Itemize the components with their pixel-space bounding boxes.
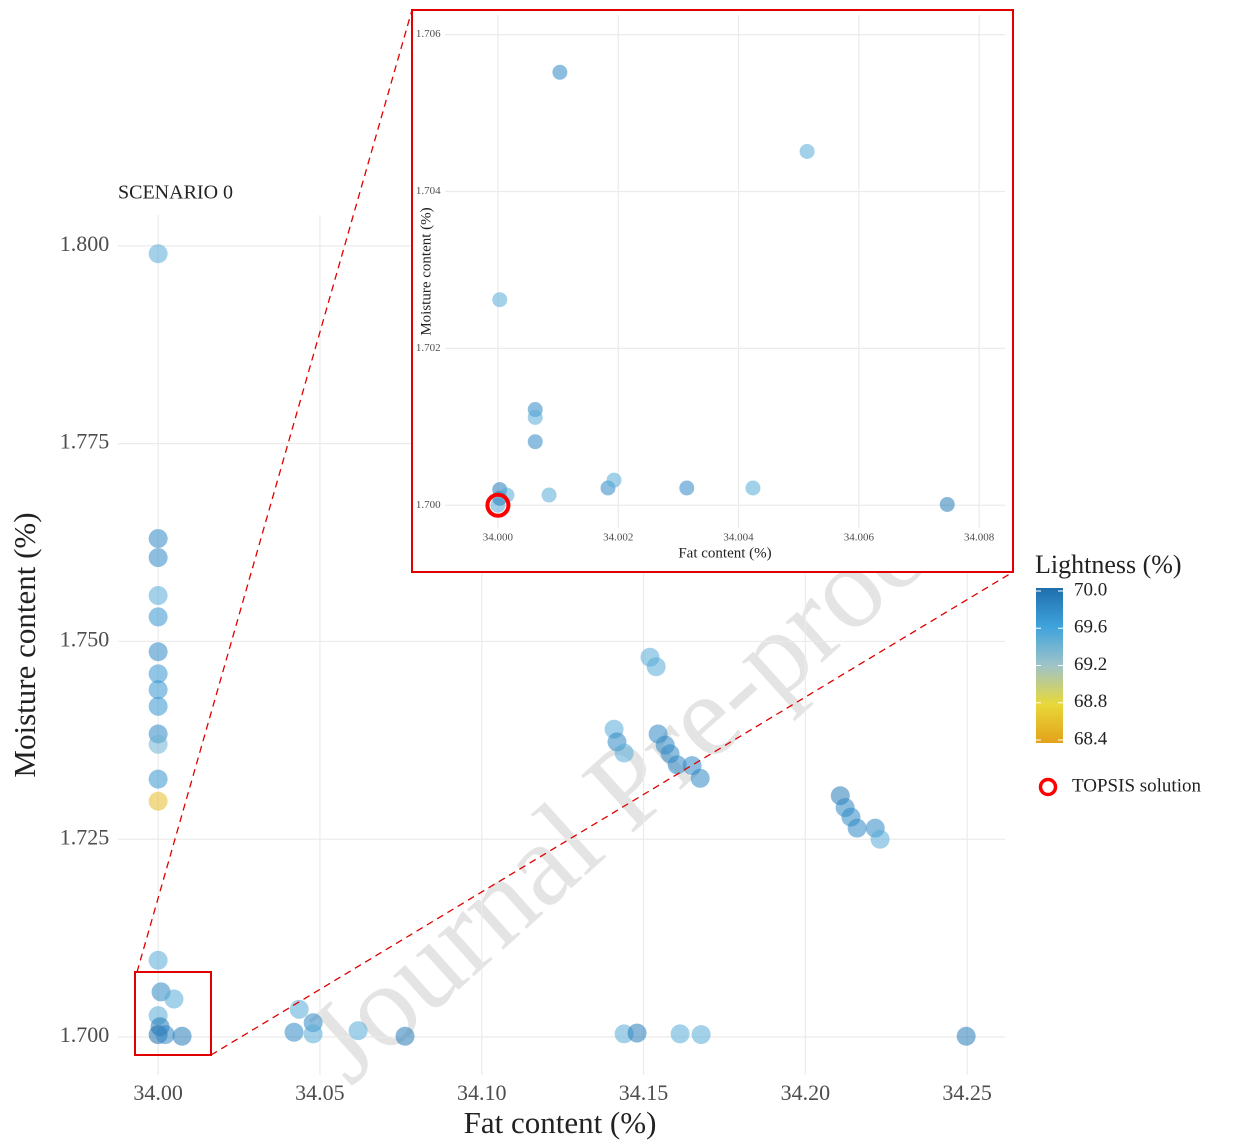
x-tick-label: 34.10 — [457, 1080, 507, 1105]
point — [164, 989, 184, 1009]
x-tick-label: 34.25 — [942, 1080, 992, 1105]
y-tick-label: 1.700 — [416, 499, 441, 511]
x-tick-label: 34.008 — [964, 531, 995, 543]
y-axis-label: Moisture content (%) — [7, 512, 42, 777]
y-tick-label: 1.704 — [416, 185, 441, 197]
y-tick-label: 1.750 — [60, 626, 110, 651]
zoom-connector — [136, 9, 413, 973]
point — [492, 292, 508, 308]
point — [956, 1026, 976, 1046]
y-tick-label: 1.725 — [60, 824, 110, 849]
y-tick-label: 1.775 — [60, 429, 110, 454]
legend-label: TOPSIS solution — [1072, 775, 1201, 796]
zoom-connector — [210, 571, 1014, 1056]
point — [148, 607, 168, 627]
point — [148, 529, 168, 549]
point — [148, 642, 168, 662]
colorbar-tick-label: 69.6 — [1074, 617, 1107, 638]
y-tick-label: 1.700 — [60, 1022, 110, 1047]
point — [499, 487, 515, 503]
point — [348, 1021, 368, 1041]
inset-background — [412, 10, 1013, 572]
point — [527, 409, 543, 425]
point — [627, 1023, 647, 1043]
x-axis-label: Fat content (%) — [464, 1105, 657, 1140]
point — [799, 143, 815, 159]
point — [552, 64, 568, 80]
colorbar-tick-label: 68.8 — [1074, 691, 1107, 712]
point — [172, 1026, 192, 1046]
highlight-marker — [485, 492, 511, 518]
point — [527, 434, 543, 450]
point — [939, 496, 955, 512]
inset-frame — [411, 9, 1014, 573]
x-axis-label: Fat content (%) — [678, 545, 771, 561]
point — [148, 734, 168, 754]
point — [148, 680, 168, 700]
point — [148, 769, 168, 789]
point — [155, 1025, 175, 1045]
point — [148, 950, 168, 970]
colorbar-title: Lightness (%) — [1035, 550, 1182, 579]
colorbar-tick-label: 68.4 — [1074, 728, 1108, 749]
x-tick-label: 34.20 — [781, 1080, 831, 1105]
x-tick-label: 34.006 — [844, 531, 875, 543]
point — [606, 472, 622, 488]
point — [691, 1025, 711, 1045]
point — [541, 487, 557, 503]
point — [847, 818, 867, 838]
point — [148, 664, 168, 684]
point — [745, 480, 761, 496]
zoom-box — [134, 971, 212, 1056]
x-tick-label: 34.05 — [295, 1080, 345, 1105]
y-tick-label: 1.800 — [60, 231, 110, 256]
point — [303, 1024, 323, 1044]
point — [395, 1026, 415, 1046]
point — [870, 829, 890, 849]
x-tick-label: 34.15 — [619, 1080, 669, 1105]
point — [284, 1022, 304, 1042]
point — [148, 791, 168, 811]
point — [670, 1024, 690, 1044]
point — [646, 657, 666, 677]
point — [289, 999, 309, 1019]
point — [148, 586, 168, 606]
point — [614, 743, 634, 763]
x-tick-label: 34.000 — [483, 531, 514, 543]
legend-marker — [1038, 777, 1058, 797]
y-axis-label: Moisture content (%) — [418, 207, 434, 335]
y-tick-label: 1.706 — [416, 28, 441, 40]
colorbar-tick-label: 70.0 — [1074, 579, 1107, 600]
point — [148, 548, 168, 568]
point — [148, 696, 168, 716]
colorbar-tick-label: 69.2 — [1074, 654, 1107, 675]
x-tick-label: 34.00 — [133, 1080, 183, 1105]
point — [148, 244, 168, 264]
y-tick-label: 1.702 — [416, 342, 441, 354]
point — [667, 755, 687, 775]
x-tick-label: 34.002 — [603, 531, 633, 543]
point — [679, 480, 695, 496]
point — [690, 768, 710, 788]
chart-title: SCENARIO 0 — [118, 182, 233, 204]
x-tick-label: 34.004 — [723, 531, 754, 543]
